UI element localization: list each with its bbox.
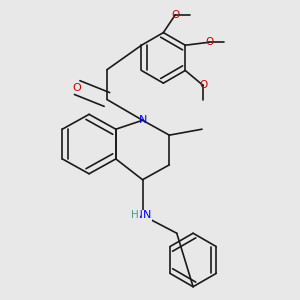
Text: O: O (205, 37, 213, 47)
Text: O: O (171, 10, 179, 20)
Text: H: H (131, 210, 139, 220)
Text: N: N (138, 115, 147, 125)
Text: N: N (143, 210, 151, 220)
Text: O: O (199, 80, 207, 90)
Text: NH: NH (135, 210, 150, 220)
Text: O: O (73, 82, 82, 93)
